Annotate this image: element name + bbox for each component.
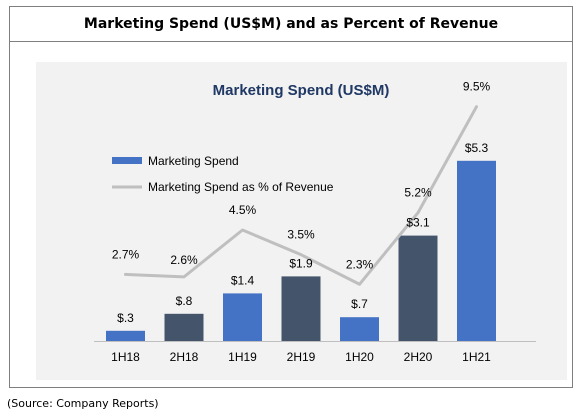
bar-1h20 <box>340 317 379 341</box>
percent-label-2h18: 2.6% <box>170 253 198 267</box>
percent-label-1h18: 2.7% <box>112 247 140 261</box>
x-tick-label-1h20: 1H20 <box>345 350 374 364</box>
bar-label-2h18: $.8 <box>176 294 193 308</box>
bar-label-1h20: $.7 <box>351 297 368 311</box>
percent-label-1h20: 2.3% <box>346 257 374 271</box>
bar-label-1h21: $5.3 <box>465 141 489 155</box>
bar-2h20 <box>398 235 438 341</box>
bar-2h18 <box>164 313 204 341</box>
source-note: (Source: Company Reports) <box>7 397 159 410</box>
percent-label-1h19: 4.5% <box>229 203 257 217</box>
legend-swatch-bar <box>112 157 142 164</box>
x-tick-label-2h19: 2H19 <box>287 350 316 364</box>
chart-frame: Marketing Spend (US$M) and as Percent of… <box>9 6 573 388</box>
chart-svg: Marketing Spend (US$M) $.3 $.8 $1.4 $1.9 $.7 $… <box>94 80 536 364</box>
bar-label-2h20: $3.1 <box>406 216 430 230</box>
bar-label-2h19: $1.9 <box>289 256 313 270</box>
percent-line <box>124 105 478 286</box>
legend-label-line: Marketing Spend as % of Revenue <box>148 180 334 194</box>
chart-title: Marketing Spend (US$M) <box>213 82 390 99</box>
bar-1h18 <box>106 330 145 341</box>
bar-1h19 <box>223 293 262 341</box>
x-tick-label-1h18: 1H18 <box>111 350 140 364</box>
x-tick-label-2h18: 2H18 <box>170 350 199 364</box>
percent-label-2h20: 5.2% <box>404 186 432 200</box>
percent-label-1h21: 9.5% <box>463 80 491 94</box>
legend-label-bar: Marketing Spend <box>148 154 239 168</box>
page-title: Marketing Spend (US$M) and as Percent of… <box>10 7 572 42</box>
bar-label-1h19: $1.4 <box>231 273 255 287</box>
x-tick-label-1h19: 1H19 <box>228 350 257 364</box>
bar-2h19 <box>281 276 321 341</box>
bar-label-1h18: $.3 <box>117 311 134 325</box>
x-tick-label-1h21: 1H21 <box>462 350 491 364</box>
chart-panel: Marketing Spend (US$M) $.3 $.8 $1.4 $1.9 $.7 $… <box>36 62 567 380</box>
bar-1h21 <box>457 160 496 341</box>
x-tick-label-2h20: 2H20 <box>404 350 433 364</box>
percent-label-2h19: 3.5% <box>287 228 315 242</box>
